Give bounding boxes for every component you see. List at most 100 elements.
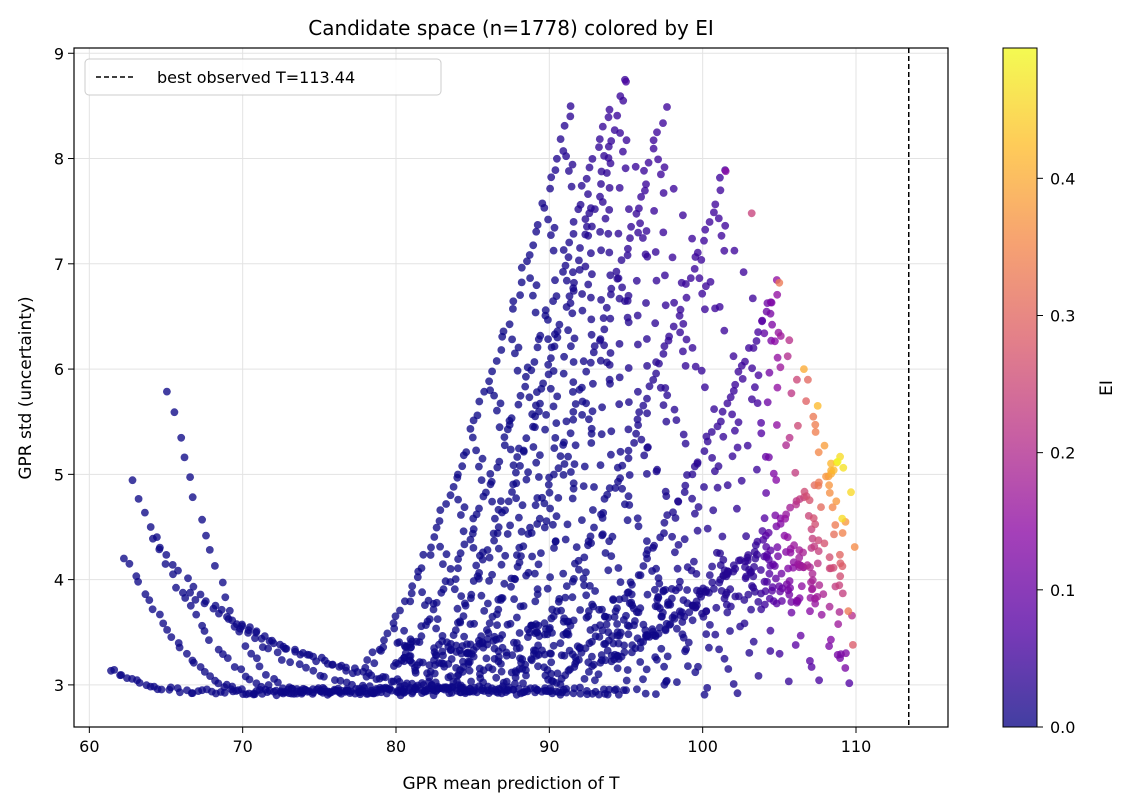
data-point [616,628,625,637]
data-point [605,184,614,192]
data-point [523,257,531,266]
data-point [363,656,372,664]
data-point [432,624,440,633]
data-point [703,684,712,692]
data-point [570,460,579,468]
data-point [562,582,571,590]
data-point [177,433,186,442]
data-point [569,230,578,238]
data-point [189,582,198,591]
data-point [214,679,223,688]
data-point [733,504,741,513]
data-point [506,445,515,454]
data-point [569,408,578,416]
data-point [660,342,669,351]
data-point [264,644,272,653]
data-point [519,542,528,551]
data-point [547,658,556,667]
data-point [731,426,739,435]
data-point [718,532,727,541]
data-point [706,621,714,629]
data-point [708,562,716,571]
data-point [766,626,775,635]
data-point [430,533,439,541]
data-point [602,620,611,629]
data-point [505,320,514,329]
data-point [643,335,651,343]
data-point [631,162,640,171]
data-point [518,501,527,510]
data-point [555,595,564,603]
data-point [370,659,379,668]
data-point [469,652,478,661]
data-point [499,327,508,336]
data-point [827,635,835,644]
data-point [245,675,254,684]
data-point [760,514,769,523]
data-point [758,316,767,325]
data-point [663,103,671,111]
data-point [709,506,718,515]
data-point [368,648,377,657]
data-point [264,681,273,689]
data-point [802,397,810,405]
data-point [567,342,575,351]
data-point [626,234,634,243]
data-point [774,552,782,561]
data-point [666,600,675,609]
data-point [568,593,577,602]
data-point [623,251,632,260]
data-point [766,647,775,655]
data-point [676,577,684,586]
data-point [615,400,624,409]
data-point [639,401,648,410]
data-point [605,206,614,214]
data-point [488,497,496,506]
data-point [442,550,451,559]
data-point [716,173,724,182]
data-point [683,586,691,594]
data-point [708,578,717,587]
data-point [478,454,487,463]
data-point [246,623,254,631]
x-axis: 60 70 80 90 100 110 [79,727,871,756]
data-point [825,481,833,490]
data-point [700,447,709,455]
data-point [457,592,466,600]
data-point [507,414,516,423]
data-point [439,585,448,594]
data-point [295,660,304,669]
data-point [584,190,592,199]
data-point [196,590,205,599]
data-point [379,643,388,652]
data-point [719,432,728,441]
data-point [622,611,630,620]
data-point [701,225,710,234]
data-point [110,666,119,674]
data-point [838,529,847,537]
data-point [342,663,350,672]
data-point [525,393,534,402]
data-point [739,268,748,276]
data-point [407,589,416,598]
data-point [383,629,392,638]
data-point [637,435,646,444]
data-point [636,219,644,228]
data-point [639,620,648,629]
data-point [809,514,818,523]
data-point [595,143,603,152]
data-point [836,572,845,581]
data-point [555,320,564,329]
data-point [635,204,643,213]
data-point [148,605,157,614]
y-tick-label: 6 [54,360,64,379]
data-point [457,511,465,519]
data-point [615,373,624,382]
data-point [599,314,608,322]
data-point [644,158,653,167]
data-point [535,473,543,481]
data-point [668,594,676,603]
data-point [808,576,817,585]
data-point [714,462,723,471]
data-point [729,352,738,361]
